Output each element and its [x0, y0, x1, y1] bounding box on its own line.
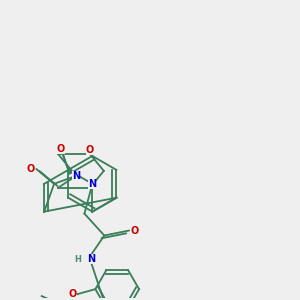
Text: O: O	[131, 226, 139, 236]
Text: O: O	[26, 164, 34, 174]
Text: H: H	[74, 255, 81, 264]
Text: N: N	[72, 171, 80, 181]
Text: O: O	[86, 145, 94, 155]
Text: O: O	[68, 289, 76, 299]
Text: N: N	[88, 179, 96, 189]
Text: O: O	[57, 144, 65, 154]
Text: N: N	[87, 254, 95, 264]
